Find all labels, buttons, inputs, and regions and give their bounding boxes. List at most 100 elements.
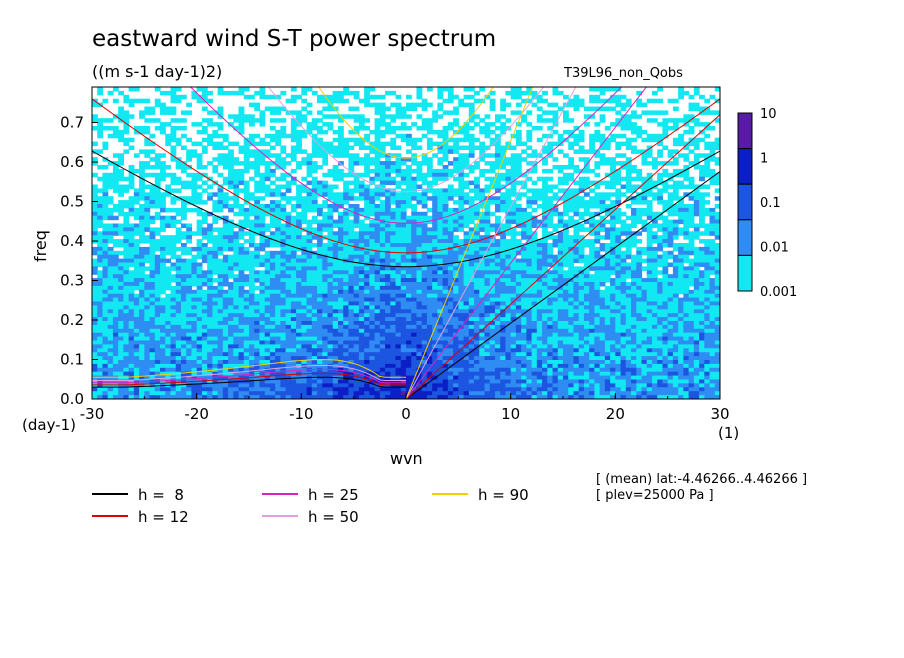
heatmap-cell bbox=[249, 309, 255, 314]
heatmap-cell bbox=[196, 94, 203, 100]
heatmap-cell bbox=[102, 246, 109, 252]
heatmap-cell bbox=[290, 94, 297, 100]
heatmap-cell bbox=[379, 274, 386, 279]
heatmap-cell bbox=[494, 223, 501, 228]
heatmap-cell bbox=[207, 176, 213, 182]
heatmap-cell bbox=[337, 98, 344, 104]
heatmap-cell bbox=[343, 285, 350, 291]
heatmap-cell bbox=[683, 282, 690, 287]
heatmap-cell bbox=[620, 289, 627, 295]
heatmap-cell bbox=[463, 215, 470, 221]
heatmap-cell bbox=[102, 223, 109, 228]
heatmap-cell bbox=[552, 239, 559, 244]
heatmap-cell bbox=[672, 293, 679, 299]
heatmap-cell bbox=[479, 293, 486, 299]
heatmap-cell bbox=[369, 145, 376, 150]
heatmap-cell bbox=[290, 278, 297, 283]
heatmap-cell bbox=[332, 172, 339, 178]
heatmap-cell bbox=[594, 129, 601, 135]
heatmap-cell bbox=[604, 227, 611, 232]
heatmap-cell bbox=[280, 301, 287, 306]
heatmap-cell bbox=[406, 204, 412, 209]
heatmap-cell bbox=[358, 305, 365, 310]
heatmap-cell bbox=[636, 176, 643, 182]
heatmap-cell bbox=[578, 137, 585, 143]
heatmap-cell bbox=[165, 285, 172, 291]
heatmap-cell bbox=[332, 153, 339, 158]
heatmap-cell bbox=[332, 278, 339, 283]
heatmap-cell bbox=[269, 180, 276, 186]
heatmap-cell bbox=[620, 223, 627, 228]
heatmap-cell bbox=[280, 165, 287, 170]
heatmap-cell bbox=[494, 266, 501, 271]
heatmap-cell bbox=[243, 250, 250, 256]
heatmap-cell bbox=[97, 258, 104, 264]
heatmap-cell bbox=[453, 293, 459, 299]
heatmap-cell bbox=[128, 207, 135, 213]
heatmap-cell bbox=[547, 231, 554, 236]
heatmap-cell bbox=[651, 285, 658, 291]
heatmap-cell bbox=[683, 141, 690, 147]
heatmap-cell bbox=[102, 289, 109, 295]
heatmap-cell bbox=[385, 235, 391, 240]
heatmap-cell bbox=[395, 262, 402, 267]
heatmap-cell bbox=[463, 184, 470, 189]
heatmap-cell bbox=[672, 98, 679, 104]
heatmap-cell bbox=[264, 254, 271, 260]
heatmap-cell bbox=[264, 305, 271, 310]
heatmap-cell bbox=[112, 98, 119, 104]
heatmap-cell bbox=[709, 145, 716, 150]
heatmap-cell bbox=[411, 227, 418, 232]
heatmap-cell bbox=[406, 254, 412, 260]
heatmap-cell bbox=[175, 293, 182, 299]
heatmap-cell bbox=[604, 274, 611, 279]
heatmap-cell bbox=[112, 243, 119, 248]
heatmap-cell bbox=[139, 223, 145, 228]
heatmap-cell bbox=[149, 297, 156, 303]
heatmap-cell bbox=[180, 270, 187, 275]
heatmap-cell bbox=[526, 137, 533, 143]
heatmap-cell bbox=[589, 114, 595, 119]
heatmap-cell bbox=[133, 278, 140, 283]
heatmap-cell bbox=[165, 243, 172, 248]
heatmap-cell bbox=[395, 289, 402, 295]
heatmap-cell bbox=[249, 243, 255, 248]
heatmap-cell bbox=[615, 293, 622, 299]
heatmap-cell bbox=[625, 176, 632, 182]
heatmap-cell bbox=[280, 129, 287, 135]
heatmap-cell bbox=[678, 207, 684, 213]
heatmap-cell bbox=[238, 219, 245, 225]
heatmap-cell bbox=[683, 285, 690, 291]
heatmap-cell bbox=[667, 293, 674, 299]
heatmap-cell bbox=[353, 126, 360, 131]
heatmap-cell bbox=[542, 133, 548, 139]
heatmap-cell bbox=[238, 223, 245, 228]
heatmap-cell bbox=[657, 161, 664, 166]
heatmap-cell bbox=[196, 262, 203, 267]
heatmap-cell bbox=[364, 278, 370, 283]
heatmap-cell bbox=[207, 309, 213, 314]
heatmap-cell bbox=[92, 313, 98, 318]
heatmap-cell bbox=[144, 309, 151, 314]
heatmap-cell bbox=[97, 118, 104, 123]
heatmap-cell bbox=[657, 235, 664, 240]
heatmap-cell bbox=[317, 305, 323, 310]
heatmap-cell bbox=[139, 254, 145, 260]
heatmap-cell bbox=[249, 219, 255, 225]
heatmap-cell bbox=[651, 235, 658, 240]
heatmap-cell bbox=[154, 313, 161, 318]
heatmap-cell bbox=[343, 262, 350, 267]
heatmap-cell bbox=[343, 188, 350, 193]
heatmap-cell bbox=[657, 258, 664, 264]
heatmap-cell bbox=[521, 274, 527, 279]
heatmap-cell bbox=[207, 98, 213, 104]
heatmap-cell bbox=[249, 266, 255, 271]
heatmap-cell bbox=[249, 262, 255, 267]
heatmap-cell bbox=[552, 309, 559, 314]
heatmap-cell bbox=[557, 243, 564, 248]
heatmap-cell bbox=[453, 207, 459, 213]
heatmap-cell bbox=[536, 297, 543, 303]
heatmap-cell bbox=[505, 219, 512, 225]
heatmap-cell bbox=[442, 204, 449, 209]
